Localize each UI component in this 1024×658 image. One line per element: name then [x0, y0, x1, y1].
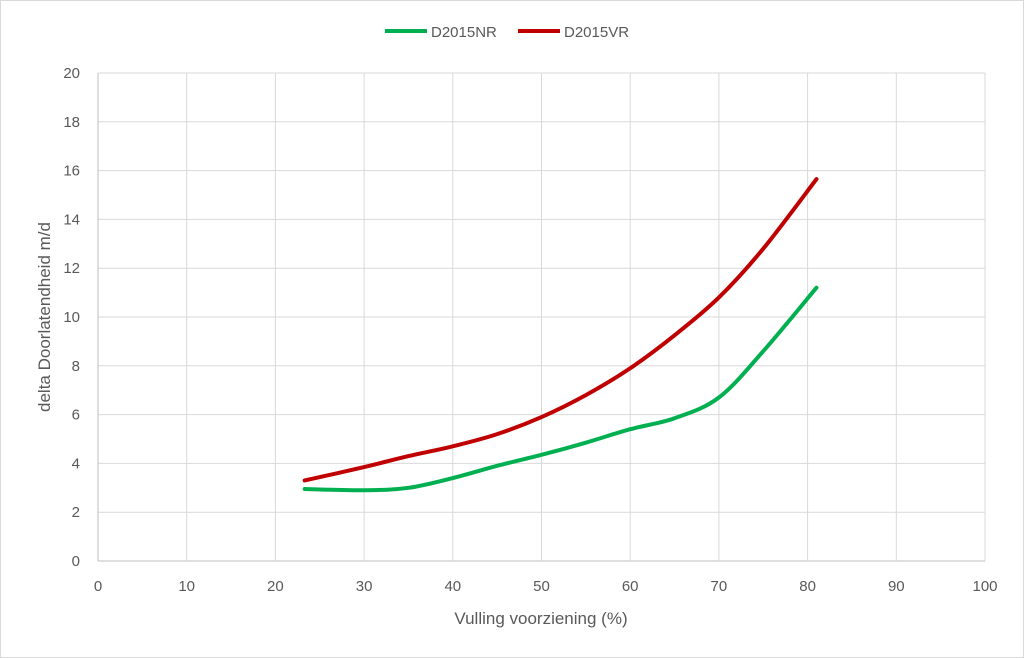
series-lines	[302, 177, 819, 493]
legend-item: D2015VR	[518, 24, 629, 41]
x-tick-label: 90	[888, 578, 905, 595]
x-tick-label: 80	[799, 578, 816, 595]
y-tick-label: 12	[63, 260, 80, 277]
x-axis-title: Vulling voorziening (%)	[454, 609, 627, 628]
y-tick-label: 16	[63, 163, 80, 180]
y-tick-label: 4	[72, 455, 80, 472]
series-line-d2015vr	[302, 177, 819, 483]
x-tick-label: 40	[444, 578, 461, 595]
y-tick-label: 14	[63, 211, 80, 228]
legend: D2015NR D2015VR	[385, 24, 629, 41]
y-axis-ticks: 0 2 4 6 8 10 12 14 16 18 20	[63, 65, 80, 570]
x-tick-label: 60	[622, 578, 639, 595]
y-tick-label: 18	[63, 114, 80, 131]
x-tick-label: 30	[356, 578, 373, 595]
y-axis-title: delta Doorlatendheid m/d	[35, 222, 54, 412]
gridlines	[97, 72, 986, 562]
y-tick-label: 2	[72, 504, 80, 521]
y-tick-label: 20	[63, 65, 80, 82]
x-tick-label: 50	[533, 578, 550, 595]
x-axis-ticks: 0 10 20 30 40 50 60 70 80 90 100	[94, 578, 998, 595]
legend-item: D2015NR	[385, 24, 497, 41]
y-tick-label: 10	[63, 309, 80, 326]
legend-label: D2015VR	[564, 24, 629, 41]
y-tick-label: 8	[72, 358, 80, 375]
x-tick-label: 100	[972, 578, 997, 595]
x-tick-label: 70	[711, 578, 728, 595]
series-line-d2015nr	[302, 285, 819, 493]
legend-label: D2015NR	[431, 24, 497, 41]
x-tick-label: 10	[178, 578, 195, 595]
y-tick-label: 0	[72, 553, 80, 570]
x-tick-label: 20	[267, 578, 284, 595]
x-tick-label: 0	[94, 578, 102, 595]
y-tick-label: 6	[72, 407, 80, 424]
